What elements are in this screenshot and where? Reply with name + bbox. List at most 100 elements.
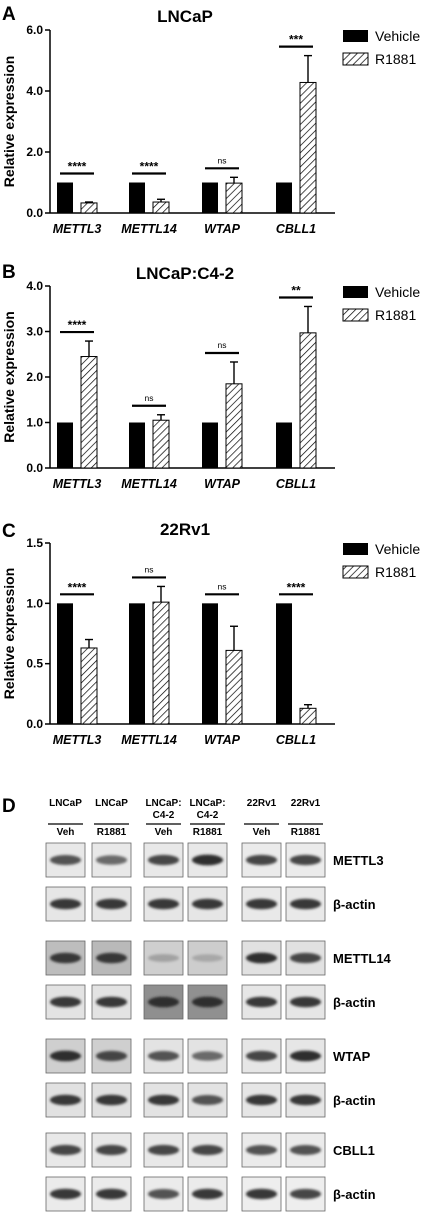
protein-band bbox=[49, 996, 82, 1008]
protein-band bbox=[245, 1188, 278, 1200]
category-label: CBLL1 bbox=[276, 477, 316, 491]
legend-label-vehicle: Vehicle bbox=[375, 28, 420, 44]
bar-vehicle bbox=[276, 182, 292, 213]
category-label: WTAP bbox=[204, 477, 241, 491]
protein-band bbox=[49, 1050, 82, 1062]
bar-charts: A LNCaP Relative expression 0.0 2.0 4.0 6.0 ***… bbox=[1, 4, 420, 747]
protein-band bbox=[95, 898, 128, 910]
bar-r1881 bbox=[299, 707, 317, 725]
lane-condition: Veh bbox=[57, 827, 75, 838]
category-label: METTL14 bbox=[121, 222, 177, 236]
protein-band bbox=[289, 898, 322, 910]
bar-r1881 bbox=[152, 419, 170, 469]
protein-band bbox=[245, 898, 278, 910]
y-tick-label: 0.0 bbox=[26, 206, 43, 220]
chart-title: LNCaP bbox=[157, 7, 213, 26]
protein-band bbox=[289, 1188, 322, 1200]
bar-vehicle bbox=[276, 603, 292, 724]
blot-row-label: CBLL1 bbox=[333, 1143, 375, 1158]
panel-letter: D bbox=[2, 796, 16, 817]
significance-label: ns bbox=[145, 564, 154, 574]
bar-r1881 bbox=[225, 649, 243, 725]
protein-band bbox=[289, 1094, 322, 1106]
bar-vehicle bbox=[129, 182, 145, 213]
chart-c: C 22Rv1 Relative expression 0.0 0.5 1.0 1.5 ***… bbox=[1, 520, 420, 747]
lane-header: 22Rv1 bbox=[291, 798, 321, 809]
significance-label: **** bbox=[287, 580, 306, 594]
category-label: METTL3 bbox=[53, 222, 102, 236]
blot-row-label: β-actin bbox=[333, 995, 376, 1010]
lane-header: LNCaP bbox=[95, 798, 128, 809]
lane-condition: R1881 bbox=[193, 827, 223, 838]
bar-r1881 bbox=[80, 647, 98, 725]
protein-band bbox=[147, 954, 180, 962]
significance-label: **** bbox=[140, 160, 159, 174]
protein-band bbox=[289, 1050, 322, 1062]
bar-vehicle bbox=[57, 603, 73, 724]
protein-band bbox=[245, 1094, 278, 1106]
y-tick-label: 1.0 bbox=[26, 596, 43, 610]
legend-swatch-r1881 bbox=[342, 565, 369, 579]
significance-label: ns bbox=[218, 340, 227, 350]
y-tick-label: 6.0 bbox=[26, 23, 43, 37]
legend-label-r1881: R1881 bbox=[375, 307, 416, 323]
protein-band bbox=[49, 1188, 82, 1200]
category-label: METTL3 bbox=[53, 477, 102, 491]
bar-r1881 bbox=[225, 383, 243, 469]
western-blot-panel: D LNCaPVehLNCaPR1881LNCaP:C4-2VehLNCaP:C4… bbox=[2, 796, 392, 1212]
bar-r1881 bbox=[299, 332, 317, 469]
category-label: METTL14 bbox=[121, 477, 177, 491]
significance-label: **** bbox=[68, 580, 87, 594]
protein-band bbox=[95, 855, 128, 865]
protein-band bbox=[49, 898, 82, 910]
bar-r1881 bbox=[152, 601, 170, 725]
protein-band bbox=[147, 1094, 180, 1106]
legend-swatch-vehicle bbox=[343, 286, 368, 298]
legend-label-r1881: R1881 bbox=[375, 51, 416, 67]
chart-a: A LNCaP Relative expression 0.0 2.0 4.0 6.0 ***… bbox=[1, 4, 420, 236]
bar-r1881 bbox=[299, 81, 317, 214]
blot-row-label: β-actin bbox=[333, 1093, 376, 1108]
protein-band bbox=[191, 954, 224, 962]
legend-label-vehicle: Vehicle bbox=[375, 284, 420, 300]
bar-vehicle bbox=[129, 422, 145, 468]
category-label: METTL14 bbox=[121, 733, 177, 747]
legend-swatch-vehicle bbox=[343, 30, 368, 42]
bar-vehicle bbox=[202, 603, 218, 724]
bar-r1881 bbox=[80, 356, 98, 469]
blot-row-label: METTL3 bbox=[333, 853, 384, 868]
bar-vehicle bbox=[202, 422, 218, 468]
lane-condition: R1881 bbox=[97, 827, 127, 838]
protein-band bbox=[95, 1144, 128, 1156]
y-axis-title: Relative expression bbox=[1, 56, 17, 188]
protein-band bbox=[49, 1144, 82, 1156]
panel-letter: A bbox=[2, 4, 16, 25]
protein-band bbox=[49, 855, 82, 865]
protein-band bbox=[245, 996, 278, 1008]
lane-header-line2: C4-2 bbox=[197, 810, 219, 821]
y-tick-label: 1.5 bbox=[26, 536, 43, 550]
chart-title: LNCaP:C4-2 bbox=[136, 264, 234, 283]
protein-band bbox=[147, 898, 180, 910]
protein-band bbox=[147, 1189, 180, 1199]
legend-label-vehicle: Vehicle bbox=[375, 541, 420, 557]
y-tick-label: 2.0 bbox=[26, 370, 43, 384]
significance-label: ns bbox=[218, 155, 227, 165]
bar-r1881 bbox=[152, 201, 170, 214]
lane-header-line2: C4-2 bbox=[153, 810, 175, 821]
blot-row-label: WTAP bbox=[333, 1049, 371, 1064]
protein-band bbox=[95, 1050, 128, 1062]
y-tick-label: 4.0 bbox=[26, 84, 43, 98]
protein-band bbox=[147, 996, 180, 1008]
protein-band bbox=[289, 952, 322, 964]
protein-band bbox=[289, 996, 322, 1008]
protein-band bbox=[95, 996, 128, 1008]
protein-band bbox=[147, 854, 180, 866]
protein-band bbox=[245, 952, 278, 964]
y-tick-label: 0.0 bbox=[26, 717, 43, 731]
lane-header: LNCaP: bbox=[189, 798, 225, 809]
y-tick-label: 0.0 bbox=[26, 461, 43, 475]
legend-label-r1881: R1881 bbox=[375, 564, 416, 580]
legend: Vehicle R1881 bbox=[342, 541, 420, 580]
